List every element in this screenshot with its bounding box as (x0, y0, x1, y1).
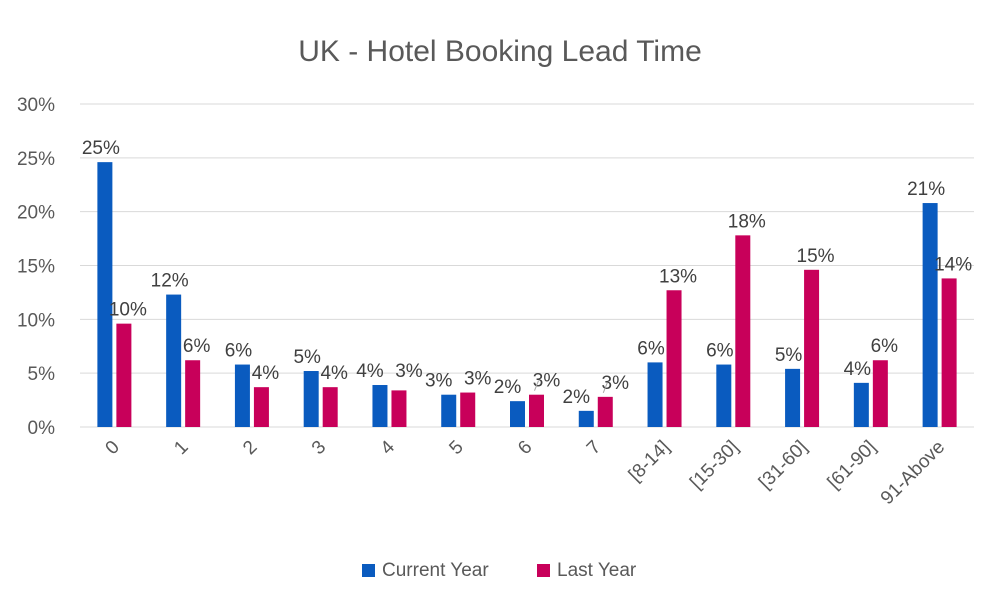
x-tick-label: [8-14] (625, 437, 674, 486)
data-label-current-year: 4% (844, 359, 872, 380)
legend: Current Year Last Year (362, 560, 637, 581)
data-label-last-year: 3% (533, 371, 561, 392)
bar-last-year (185, 360, 201, 427)
x-tick-label: 2 (239, 437, 261, 459)
data-label-last-year: 4% (320, 363, 348, 384)
bar-current-year (166, 294, 182, 427)
bar-last-year (529, 394, 544, 427)
bar-last-year (322, 387, 338, 427)
y-tick-label: 10% (17, 310, 55, 331)
x-tick-label: 3 (308, 437, 330, 459)
data-label-last-year: 3% (395, 361, 423, 382)
data-label-current-year: 12% (151, 271, 189, 292)
y-tick-label: 20% (17, 203, 55, 224)
bar-last-year (941, 278, 957, 427)
gridlines (80, 103, 974, 428)
data-label-last-year: 6% (183, 336, 211, 357)
legend-swatch-last-year (537, 564, 550, 577)
bar-last-year (666, 290, 682, 427)
bar-current-year (647, 362, 663, 427)
x-tick-label: 1 (170, 437, 192, 459)
bar-current-year (922, 203, 938, 427)
bar-current-year (441, 394, 457, 427)
data-label-last-year: 14% (934, 254, 972, 275)
data-label-last-year: 15% (797, 246, 835, 267)
y-tick-label: 30% (17, 95, 55, 116)
data-labels: 25%10%12%6% 6%4%5%4% 4% 3% 3% 3% 2% 3%2%3%6%13%… (82, 138, 972, 408)
data-label-current-year: 5% (293, 347, 321, 368)
data-label-leader-line (602, 382, 608, 394)
legend-label-last-year: Last Year (557, 560, 637, 581)
bar-current-year (372, 385, 388, 427)
data-label-current-year: 21% (907, 179, 945, 200)
legend-label-current-year: Current Year (382, 560, 489, 581)
x-tick-label: [15-30] (686, 437, 743, 494)
bar-last-year (597, 396, 613, 427)
data-label-last-year: 6% (871, 336, 899, 357)
data-label-current-year: 4% (356, 361, 384, 382)
x-tick-label: 5 (445, 437, 467, 459)
legend-swatch-current-year (362, 564, 375, 577)
data-label-current-year: 5% (775, 345, 803, 366)
bar-current-year (97, 162, 113, 427)
x-tick-label: 4 (377, 436, 400, 459)
data-label-current-year: 2% (494, 377, 522, 398)
x-tick-label: 7 (583, 437, 605, 459)
data-label-last-year: 13% (659, 266, 697, 287)
bar-current-year (716, 364, 732, 427)
x-tick-label: 0 (102, 437, 124, 459)
bar-last-year (253, 387, 269, 427)
bar-current-year (510, 401, 525, 427)
data-label-current-year: 6% (637, 338, 665, 359)
bar-last-year (116, 323, 132, 427)
bars (97, 162, 957, 427)
x-tick-label: [31-60] (755, 437, 812, 494)
data-label-leader-line (534, 380, 539, 391)
x-tick-label: 6 (514, 437, 536, 459)
bar-current-year (303, 371, 319, 427)
data-label-current-year: 3% (425, 371, 453, 392)
x-tick-label: [61-90] (824, 437, 881, 494)
data-label-last-year: 4% (252, 363, 280, 384)
data-label-last-year: 10% (109, 300, 147, 321)
data-label-current-year: 6% (225, 341, 253, 362)
bar-last-year (804, 269, 820, 427)
y-axis-tick-labels: 0% 5% 10% 15% 20% 25% 30% (17, 95, 55, 439)
data-label-current-year: 25% (82, 138, 120, 159)
bar-current-year (785, 368, 801, 427)
data-label-current-year: 6% (706, 341, 734, 362)
bar-current-year (853, 382, 869, 427)
chart-title: UK - Hotel Booking Lead Time (298, 35, 702, 68)
bar-last-year (872, 360, 888, 427)
bar-last-year (460, 392, 476, 427)
bar-last-year (391, 390, 407, 427)
x-axis-tick-labels: 0 1 2 3 4 5 6 7 [8-14] [15-30] [31-60] [61-90]91-Ab… (102, 436, 950, 509)
x-tick-label: 91-Above (877, 437, 949, 509)
bar-current-year (578, 410, 594, 427)
y-tick-label: 25% (17, 149, 55, 170)
y-tick-label: 15% (17, 257, 55, 278)
data-label-last-year: 3% (602, 373, 630, 394)
data-label-last-year: 18% (728, 211, 766, 232)
y-tick-label: 0% (28, 418, 56, 439)
y-tick-label: 5% (28, 364, 56, 385)
bar-last-year (735, 235, 751, 427)
data-label-last-year: 3% (464, 369, 492, 390)
bar-current-year (234, 364, 250, 427)
data-label-current-year: 2% (563, 387, 591, 408)
